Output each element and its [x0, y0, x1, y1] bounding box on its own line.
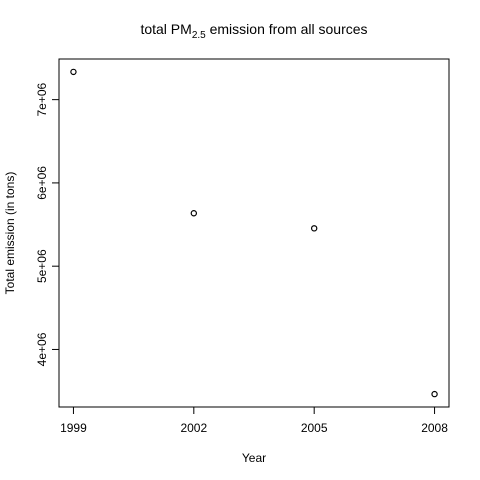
x-axis: 1999 2002 2005 2008 — [60, 406, 448, 435]
y-tick-label: 5e+06 — [35, 249, 49, 283]
chart-title-suffix: emission from all sources — [206, 21, 368, 37]
chart-title: total PM2.5 emission from all sources — [140, 21, 367, 41]
y-tick-label: 6e+06 — [35, 166, 49, 200]
y-axis-title: Total emission (in tons) — [3, 172, 17, 295]
data-point — [310, 225, 318, 232]
x-tick-label: 1999 — [60, 421, 87, 435]
y-axis: 4e+06 5e+06 6e+06 7e+06 — [35, 82, 60, 366]
data-points — [70, 68, 438, 398]
chart-title-subscript: 2.5 — [192, 30, 206, 41]
x-tick-label: 2002 — [180, 421, 207, 435]
data-point — [190, 210, 198, 217]
x-axis-title: Year — [242, 451, 266, 465]
y-tick-label: 7e+06 — [35, 82, 49, 116]
plot-frame — [58, 58, 450, 408]
y-tick-label: 4e+06 — [35, 332, 49, 366]
data-point — [70, 68, 77, 76]
x-tick-label: 2008 — [421, 421, 448, 435]
chart-title-prefix: total PM — [140, 21, 191, 37]
data-point — [431, 390, 438, 398]
x-tick-label: 2005 — [301, 421, 328, 435]
